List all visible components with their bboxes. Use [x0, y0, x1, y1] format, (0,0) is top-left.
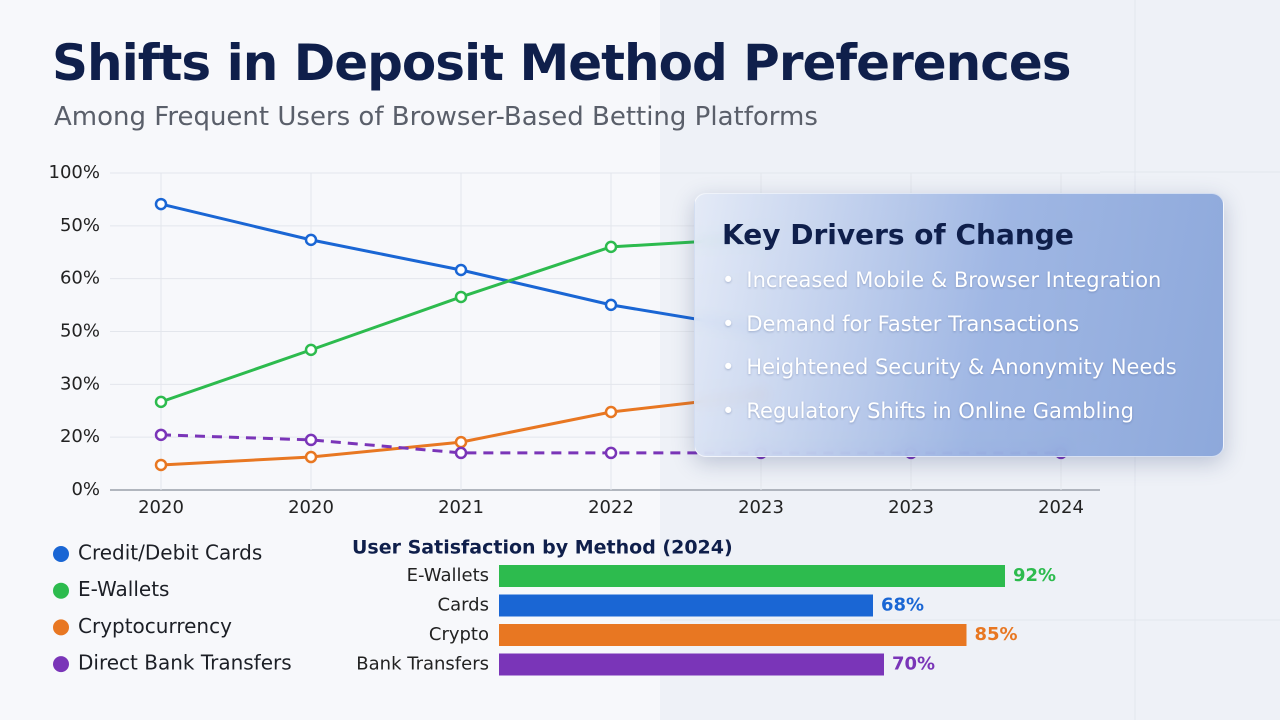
data-point — [604, 405, 618, 419]
y-tick-label: 0% — [71, 479, 100, 500]
x-tick-label: 2020 — [288, 497, 334, 518]
x-tick-label: 2023 — [738, 497, 784, 518]
subtitle: Among Frequent Users of Browser-Based Be… — [54, 102, 818, 132]
data-point — [604, 446, 618, 460]
panel-item: Demand for Faster Transactions — [722, 303, 1223, 347]
legend-label: Credit/Debit Cards — [78, 541, 262, 565]
panel-item: Regulatory Shifts in Online Gambling — [722, 390, 1223, 434]
legend-label: E-Wallets — [78, 577, 169, 601]
data-point — [604, 240, 618, 254]
x-tick-label: 2022 — [588, 497, 634, 518]
bar-value-label: 70% — [892, 654, 935, 675]
y-tick-label: 20% — [60, 426, 100, 447]
bar-category: Crypto — [429, 624, 489, 645]
panel-item: Increased Mobile & Browser Integration — [722, 259, 1223, 303]
x-tick-label: 2020 — [138, 497, 184, 518]
y-tick-label: 50% — [60, 215, 100, 236]
panel-title: Key Drivers of Change — [722, 218, 1074, 251]
legend-swatch — [53, 619, 69, 636]
y-tick-label: 50% — [60, 321, 100, 342]
data-point — [154, 197, 168, 211]
legend-swatch — [53, 656, 69, 673]
bar — [499, 594, 873, 617]
bar-chart-title: User Satisfaction by Method (2024) — [352, 537, 733, 559]
bar-category: E-Wallets — [407, 565, 489, 586]
data-point — [604, 298, 618, 312]
bar-category: Cards — [438, 595, 490, 616]
data-point — [154, 458, 168, 472]
panel-list: Increased Mobile & Browser IntegrationDe… — [695, 259, 1223, 433]
bar — [499, 653, 884, 676]
bar-value-label: 68% — [881, 595, 924, 616]
key-drivers-panel: Key Drivers of Change Increased Mobile &… — [694, 193, 1224, 457]
x-tick-label: 2023 — [888, 497, 934, 518]
bar-category: Bank Transfers — [356, 654, 489, 675]
y-tick-label: 100% — [49, 162, 100, 183]
bar — [499, 565, 1005, 587]
data-point — [154, 395, 168, 409]
data-point — [304, 343, 318, 357]
data-point — [454, 290, 468, 304]
legend-swatch — [53, 546, 69, 562]
legend-label: Cryptocurrency — [78, 614, 232, 638]
data-point — [454, 263, 468, 277]
y-tick-label: 30% — [60, 373, 100, 394]
data-point — [304, 450, 318, 464]
legend-swatch — [53, 582, 69, 599]
data-point — [304, 433, 318, 447]
data-point — [154, 428, 168, 442]
bar-value-label: 85% — [975, 624, 1018, 645]
data-point — [454, 446, 468, 460]
y-tick-label: 60% — [60, 268, 100, 289]
bar — [499, 624, 967, 646]
panel-item: Heightened Security & Anonymity Needs — [722, 346, 1223, 390]
title: Shifts in Deposit Method Preferences — [52, 34, 1072, 92]
data-point — [304, 233, 318, 247]
x-tick-label: 2021 — [438, 497, 484, 518]
legend-label: Direct Bank Transfers — [78, 651, 292, 675]
bar-value-label: 92% — [1013, 565, 1056, 586]
data-point — [454, 435, 468, 449]
x-tick-label: 2024 — [1038, 497, 1084, 518]
